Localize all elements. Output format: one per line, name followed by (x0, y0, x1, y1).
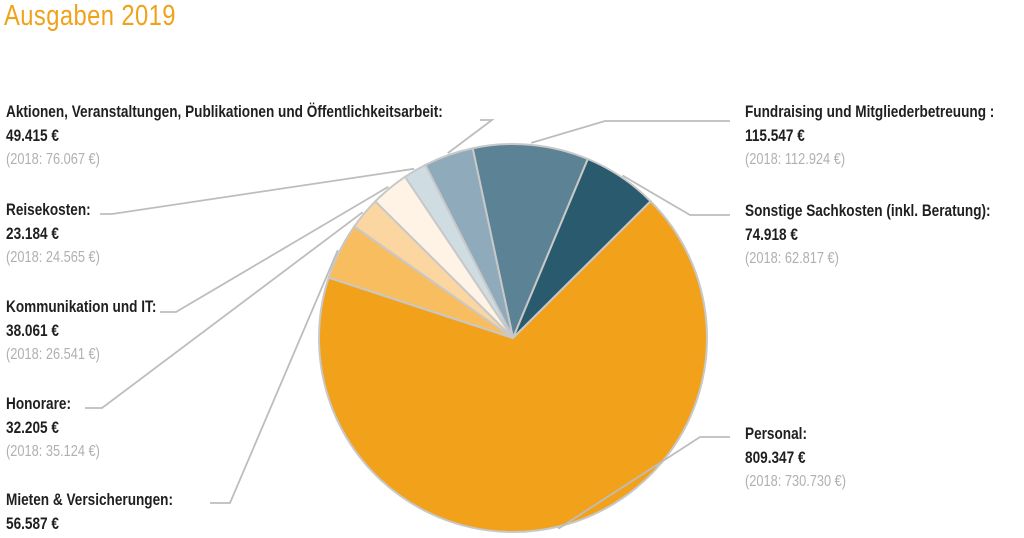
chart-title: Ausgaben 2019 (4, 0, 176, 32)
slice-previous-year: (2018: 76.067 €) (6, 151, 100, 168)
leader-line (557, 436, 730, 530)
slice-label: Kommunikation und IT: 38.061 € (2018: 26.5… (6, 295, 156, 367)
pie-slice (318, 199, 708, 533)
leader-line (210, 249, 339, 504)
slice-name: Reisekosten: (6, 200, 91, 219)
slice-value: 38.061 € (6, 321, 59, 340)
slice-previous-year: (2018: 35.124 €) (6, 443, 100, 460)
slice-previous-year: (2018: 730.730 €) (745, 473, 847, 490)
slice-label: Aktionen, Veranstaltungen, Publikationen… (6, 100, 443, 172)
slice-name: Fundraising und Mitgliederbetreuung : (745, 102, 995, 121)
slice-label: Fundraising und Mitgliederbetreuung : 115… (745, 100, 994, 172)
leader-line (531, 120, 730, 144)
slice-value: 115.547 € (745, 126, 805, 145)
slice-name: Aktionen, Veranstaltungen, Publikationen… (6, 102, 443, 121)
slice-previous-year: (2018: 62.817 €) (745, 250, 839, 267)
pie-slice (424, 147, 514, 339)
slice-name: Sonstige Sachkosten (inkl. Beratung): (745, 201, 991, 220)
leader-line (447, 119, 495, 154)
slice-value: 74.918 € (745, 225, 798, 244)
slice-previous-year: (2018: 26.541 €) (6, 346, 100, 363)
leader-line (160, 186, 389, 313)
slice-name: Honorare: (6, 394, 71, 413)
slice-value: 23.184 € (6, 224, 59, 243)
leader-line (100, 167, 415, 215)
slice-label: Honorare: 32.205 € (2018: 35.124 €) (6, 392, 100, 464)
slice-name: Personal: (745, 424, 807, 443)
slice-label: Personal: 809.347 € (2018: 730.730 €) (745, 422, 846, 494)
slice-previous-year: (2018: 24.565 €) (6, 249, 100, 266)
slice-value: 56.587 € (6, 514, 59, 533)
slice-label: Sonstige Sachkosten (inkl. Beratung): 74.… (745, 199, 991, 271)
slice-value: 809.347 € (745, 448, 806, 467)
slice-value: 32.205 € (6, 418, 59, 437)
slice-previous-year: (2018: 112.924 €) (745, 151, 846, 168)
slice-name: Kommunikation und IT: (6, 297, 157, 316)
slice-label: Mieten & Versicherungen: 56.587 € (6, 488, 173, 536)
pie-slice (471, 143, 590, 342)
slice-label: Reisekosten: 23.184 € (2018: 24.565 €) (6, 198, 100, 270)
leader-line (621, 174, 730, 216)
slice-value: 49.415 € (6, 126, 59, 145)
leader-line (85, 211, 364, 409)
slice-name: Mieten & Versicherungen: (6, 490, 174, 509)
